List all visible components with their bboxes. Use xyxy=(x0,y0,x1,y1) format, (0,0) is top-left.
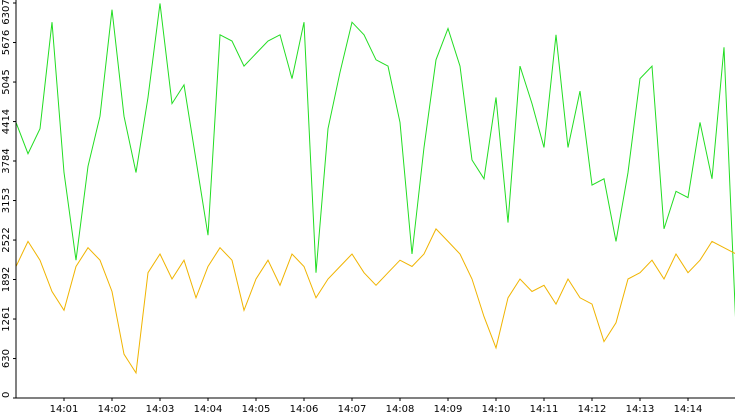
x-tick-label: 14:12 xyxy=(578,404,607,415)
series-line xyxy=(16,228,735,375)
x-tick-label: 14:07 xyxy=(338,404,367,415)
y-tick-label: 2522 xyxy=(1,227,12,252)
y-tick-label: 4414 xyxy=(1,109,12,134)
y-tick-label: 630 xyxy=(1,349,12,368)
x-tick-label: 14:04 xyxy=(194,404,223,415)
x-tick-label: 14:02 xyxy=(98,404,127,415)
plot-area xyxy=(16,3,735,375)
y-tick-label: 5676 xyxy=(1,30,12,55)
y-tick-label: 3784 xyxy=(1,148,12,173)
x-tick-label: 14:11 xyxy=(530,404,559,415)
x-tick-label: 14:06 xyxy=(290,404,319,415)
y-tick-label: 6307 xyxy=(1,0,12,25)
y-tick-label: 3153 xyxy=(1,188,12,213)
series-line xyxy=(16,3,735,318)
x-tick-label: 14:13 xyxy=(626,404,655,415)
x-tick-label: 14:08 xyxy=(386,404,415,415)
x-tick-label: 14:09 xyxy=(434,404,463,415)
x-tick-label: 14:14 xyxy=(674,404,703,415)
x-tick-label: 14:05 xyxy=(242,404,271,415)
x-tick-label: 14:10 xyxy=(482,404,511,415)
y-tick-label: 5045 xyxy=(1,69,12,94)
y-tick-label: 1892 xyxy=(1,267,12,292)
y-tick-label: 1261 xyxy=(1,306,12,331)
x-tick-label: 14:03 xyxy=(146,404,175,415)
x-tick-label: 14:01 xyxy=(50,404,79,415)
y-tick-label: 0 xyxy=(1,392,12,398)
